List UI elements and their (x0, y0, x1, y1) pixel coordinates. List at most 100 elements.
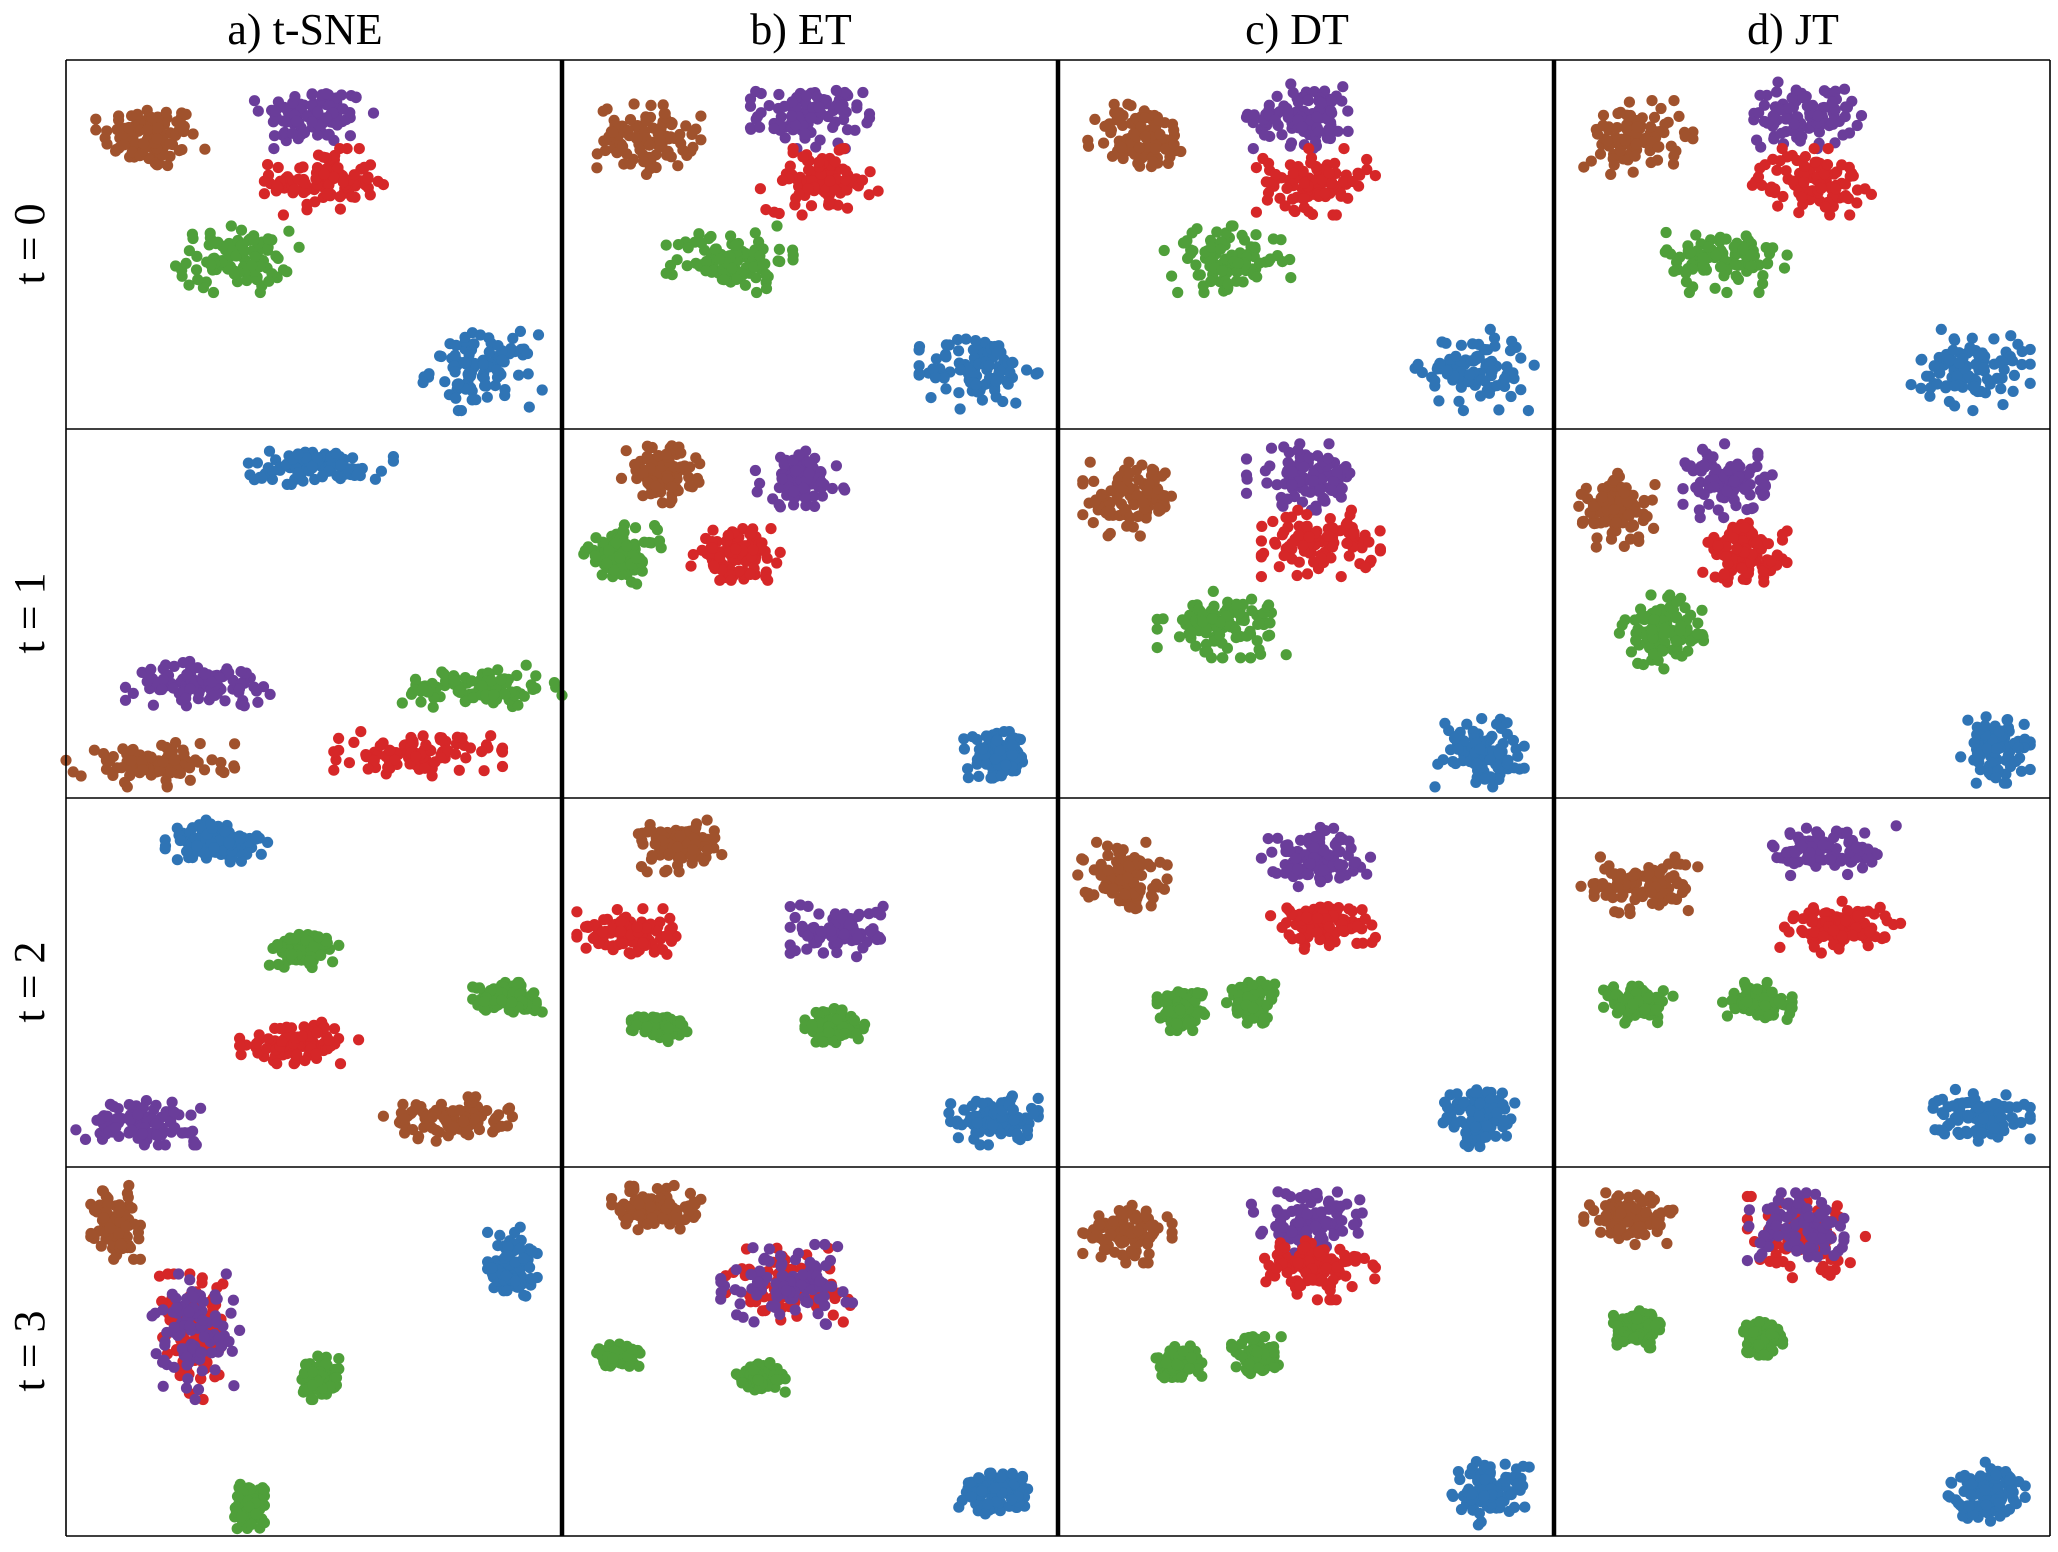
scatter-point-purple (778, 100, 791, 112)
scatter-point-brown (178, 125, 190, 138)
scatter-point-purple (331, 119, 343, 131)
scatter-point-blue (450, 339, 462, 351)
scatter-point-brown (169, 754, 181, 766)
scatter-point-red (1822, 143, 1834, 155)
scatter-point-purple (1323, 438, 1335, 450)
scatter-point-blue (171, 854, 183, 866)
scatter-point-green (1226, 220, 1238, 232)
scatter-point-purple (1751, 134, 1763, 146)
scatter-point-red (1842, 192, 1854, 205)
scatter-point-brown (426, 1111, 438, 1123)
scatter-point-red (1262, 187, 1275, 199)
scatter-point-brown (1153, 114, 1165, 126)
scatter-point-red (1809, 156, 1821, 168)
scatter-point-green (1158, 244, 1170, 257)
scatter-point-brown (1077, 475, 1089, 487)
scatter-point-red (1298, 177, 1310, 189)
scatter-point-purple (159, 1139, 171, 1151)
scatter-point-brown (1673, 110, 1685, 122)
scatter-point-green (190, 264, 203, 276)
scatter-point-blue (375, 465, 387, 477)
scatter-point-blue (468, 357, 480, 369)
scatter-point-brown (607, 126, 619, 138)
scatter-point-blue (1979, 720, 1991, 732)
column-title-dt: c) DT (1245, 5, 1349, 54)
scatter-point-brown (1160, 143, 1172, 155)
scatter-point-red (787, 143, 799, 155)
scatter-point-red (299, 1055, 311, 1067)
scatter-point-green (748, 261, 760, 273)
scatter-point-purple (1336, 95, 1348, 107)
scatter-point-blue (449, 366, 461, 378)
scatter-point-purple (323, 128, 335, 140)
scatter-point-green (729, 239, 742, 251)
scatter-point-blue (1000, 759, 1012, 771)
scatter-point-blue (468, 338, 480, 350)
scatter-point-red (348, 169, 360, 181)
scatter-point-red (364, 189, 376, 201)
scatter-point-brown (672, 160, 684, 172)
scatter-point-red (664, 912, 676, 925)
scatter-point-red (328, 746, 340, 758)
scatter-point-brown (101, 752, 113, 764)
scatter-point-red (796, 209, 808, 221)
scatter-point-green (653, 535, 666, 547)
scatter-point-green (739, 279, 752, 291)
scatter-point-brown (641, 866, 653, 878)
scatter-point-green (1236, 229, 1248, 241)
scatter-point-blue (1450, 350, 1462, 362)
scatter-point-green (1280, 649, 1292, 661)
scatter-point-blue (481, 391, 493, 403)
scatter-point-purple (1741, 504, 1753, 516)
scatter-point-green (1660, 226, 1672, 239)
scatter-point-red (310, 1048, 322, 1060)
scatter-point-red (296, 1030, 308, 1042)
scatter-point-green (1151, 613, 1163, 625)
scatter-point-green (315, 949, 327, 962)
scatter-point-red (1322, 530, 1334, 542)
scatter-point-purple (1677, 483, 1689, 495)
scatter-point-purple (839, 484, 851, 496)
scatter-point-red (337, 176, 349, 188)
scatter-point-green (749, 227, 761, 239)
scatter-point-brown (229, 738, 241, 750)
scatter-point-blue (954, 364, 967, 376)
scatter-point-purple (784, 921, 796, 933)
scatter-point-green (1670, 635, 1682, 647)
scatter-point-brown (629, 458, 641, 471)
scatter-point-purple (290, 115, 303, 127)
scatter-point-blue (1515, 352, 1527, 364)
scatter-point-purple (803, 456, 816, 469)
scatter-point-brown (165, 767, 177, 779)
scatter-point-green (1251, 271, 1263, 283)
scatter-point-brown (701, 814, 713, 826)
scatter-point-purple (857, 942, 869, 954)
scatter-point-blue (1448, 732, 1461, 745)
scatter-point-purple (110, 1122, 122, 1134)
scatter-point-purple (344, 130, 356, 142)
scatter-point-brown (199, 143, 211, 155)
scatter-point-blue (174, 834, 186, 847)
scatter-point-red (355, 726, 367, 738)
scatter-point-purple (796, 920, 808, 932)
scatter-point-blue (1923, 370, 1935, 382)
scatter-point-red (841, 184, 853, 196)
scatter-point-purple (1771, 86, 1783, 98)
scatter-point-purple (252, 105, 264, 117)
scatter-point-brown (1104, 505, 1116, 517)
scatter-point-brown (650, 480, 662, 492)
scatter-point-red (1255, 571, 1267, 583)
scatter-point-purple (1269, 114, 1281, 126)
scatter-point-purple (815, 925, 827, 938)
scatter-point-red (823, 196, 835, 208)
scatter-point-green (438, 668, 450, 680)
scatter-point-purple (1703, 498, 1715, 510)
scatter-point-blue (496, 354, 508, 366)
scatter-point-blue (1949, 380, 1961, 392)
scatter-point-red (754, 183, 767, 195)
scatter-point-blue (1962, 714, 1974, 726)
scatter-point-green (589, 550, 601, 562)
scatter-point-purple (1296, 121, 1308, 133)
scatter-point-green (303, 955, 316, 967)
scatter-point-purple (831, 947, 843, 959)
